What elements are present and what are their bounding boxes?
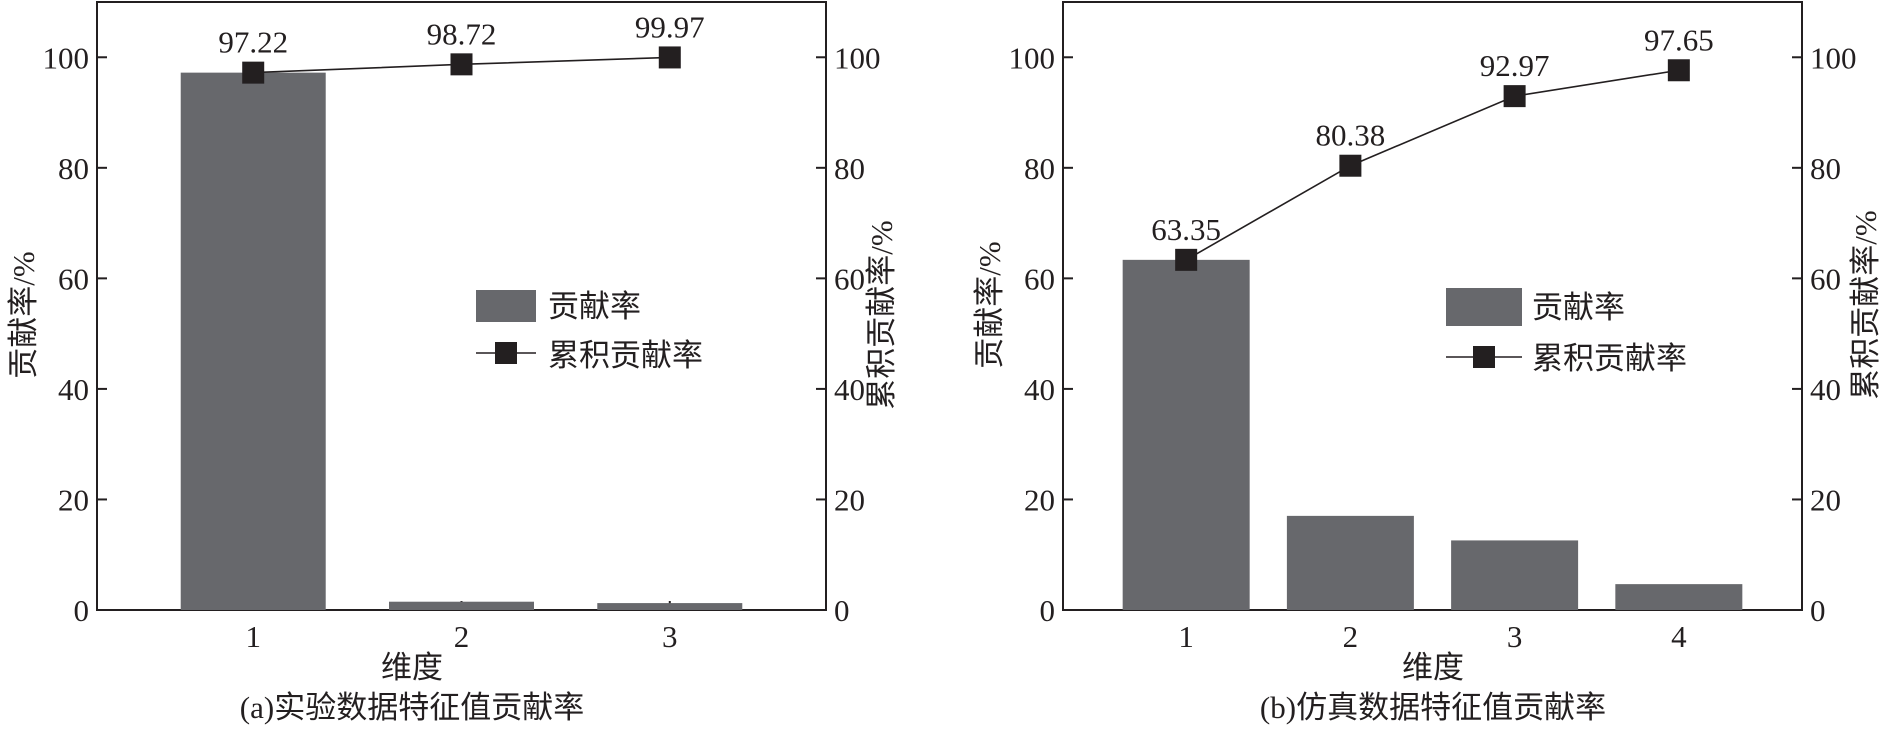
panel-b-legend-bar-label: 贡献率 <box>1532 290 1625 325</box>
panel-a-right-y-tick-label: 60 <box>834 261 865 296</box>
panel-b-right-y-tick-label: 80 <box>1810 151 1841 186</box>
panel-b-x-tick-label: 2 <box>1343 619 1359 654</box>
panel-b-left-y-tick-label: 20 <box>1024 482 1055 517</box>
panel-b-legend-marker-swatch <box>1473 346 1495 368</box>
panel-b-x-tick-label: 3 <box>1507 619 1523 654</box>
panel-b-x-tick-label: 1 <box>1178 619 1194 654</box>
panel-b-left-y-tick-label: 100 <box>1009 40 1056 75</box>
panel-b-caption: (b)仿真数据特征值贡献率 <box>1260 690 1606 725</box>
panel-b-data-label-4: 97.65 <box>1644 22 1714 57</box>
panel-a-x-tick-label: 2 <box>454 619 470 654</box>
panel-a-left-y-tick-label: 100 <box>43 40 90 75</box>
panel-b-right-y-axis-title: 累积贡献率/% <box>1848 210 1883 399</box>
panel-b-x-tick-label: 4 <box>1671 619 1687 654</box>
panel-b-left-y-tick-label: 60 <box>1024 261 1055 296</box>
panel-a-right-y-tick-label: 40 <box>834 372 865 407</box>
panel-b-right-y-tick-label: 40 <box>1810 372 1841 407</box>
panel-a-x-tick-label: 3 <box>662 619 678 654</box>
panel-a-legend: 贡献率 累积贡献率 <box>476 289 703 373</box>
panel-b-bar-1 <box>1122 259 1250 610</box>
panel-b-data-label-3: 92.97 <box>1480 48 1550 83</box>
panel-b-right-y-tick-label: 0 <box>1810 593 1826 628</box>
panel-b-bar-4 <box>1615 584 1743 610</box>
panel-a-left-y-tick-label: 60 <box>58 261 89 296</box>
panel-a-left-y-tick-label: 0 <box>74 593 90 628</box>
panel-a-right-y-axis-title: 累积贡献率/% <box>864 220 899 409</box>
panel-a-data-label-1: 97.22 <box>218 25 288 60</box>
panel-b-legend: 贡献率 累积贡献率 <box>1446 288 1687 376</box>
panel-a-cumulative-marker-2 <box>450 53 473 76</box>
panel-b-bar-3 <box>1451 540 1579 610</box>
panel-b-cumulative-marker-2 <box>1339 154 1362 177</box>
panel-b-legend-line-label: 累积贡献率 <box>1532 341 1687 376</box>
panel-b-cumulative-marker-4 <box>1667 59 1690 82</box>
panel-b-x-axis-title: 维度 <box>1402 650 1464 685</box>
panel-b-cumulative-marker-1 <box>1175 248 1198 271</box>
panel-b-bar-2 <box>1286 515 1414 610</box>
panel-a-left-y-tick-label: 80 <box>58 151 89 186</box>
panel-a-bar-1 <box>180 72 326 610</box>
panel-a-caption: (a)实验数据特征值贡献率 <box>240 690 584 725</box>
panel-a: (a)实验数据特征值贡献率 维度 贡献率/% 累积贡献率/% 贡献率 累积贡献率… <box>6 1 899 725</box>
panel-b-data-label-1: 63.35 <box>1151 212 1221 247</box>
panel-a-left-y-tick-label: 20 <box>58 482 89 517</box>
panel-a-cumulative-marker-1 <box>242 61 265 84</box>
panel-a-cumulative-marker-3 <box>658 46 681 69</box>
panel-a-left-y-axis-title: 贡献率/% <box>6 251 41 378</box>
panel-b-left-y-tick-label: 0 <box>1040 593 1056 628</box>
panel-b-right-y-tick-label: 100 <box>1810 40 1857 75</box>
panel-a-data-label-3: 99.97 <box>635 9 705 44</box>
panel-a-x-tick-label: 1 <box>245 619 261 654</box>
panel-a-data-label-2: 98.72 <box>427 16 497 51</box>
panel-a-right-y-tick-label: 100 <box>834 40 881 75</box>
panel-b-cumulative-marker-3 <box>1503 85 1526 108</box>
panel-b: (b)仿真数据特征值贡献率 维度 贡献率/% 累积贡献率/% 贡献率 累积贡献率… <box>972 1 1883 725</box>
panel-a-right-y-tick-label: 0 <box>834 593 850 628</box>
panel-b-right-y-tick-label: 20 <box>1810 482 1841 517</box>
panel-a-bar-2 <box>389 601 534 610</box>
panel-b-right-y-tick-label: 60 <box>1810 261 1841 296</box>
panel-b-left-y-axis-title: 贡献率/% <box>972 241 1007 368</box>
panel-b-left-y-tick-label: 80 <box>1024 151 1055 186</box>
panel-a-right-y-tick-label: 80 <box>834 151 865 186</box>
panel-b-legend-bar-swatch <box>1446 288 1522 326</box>
panel-b-cumulative-line <box>1185 69 1679 261</box>
panel-a-legend-bar-label: 贡献率 <box>548 289 641 324</box>
panel-a-left-y-tick-label: 40 <box>58 372 89 407</box>
panel-a-x-axis-title: 维度 <box>381 650 443 685</box>
panel-a-legend-bar-swatch <box>476 290 536 322</box>
panel-a-legend-line-label: 累积贡献率 <box>548 338 703 373</box>
panel-b-left-y-tick-label: 40 <box>1024 372 1055 407</box>
panel-b-data-label-2: 80.38 <box>1316 118 1386 153</box>
panel-a-legend-marker-swatch <box>495 342 517 364</box>
panel-a-bar-3 <box>597 603 743 610</box>
panel-a-right-y-tick-label: 20 <box>834 482 865 517</box>
panel-b-plot-frame <box>1062 1 1803 611</box>
